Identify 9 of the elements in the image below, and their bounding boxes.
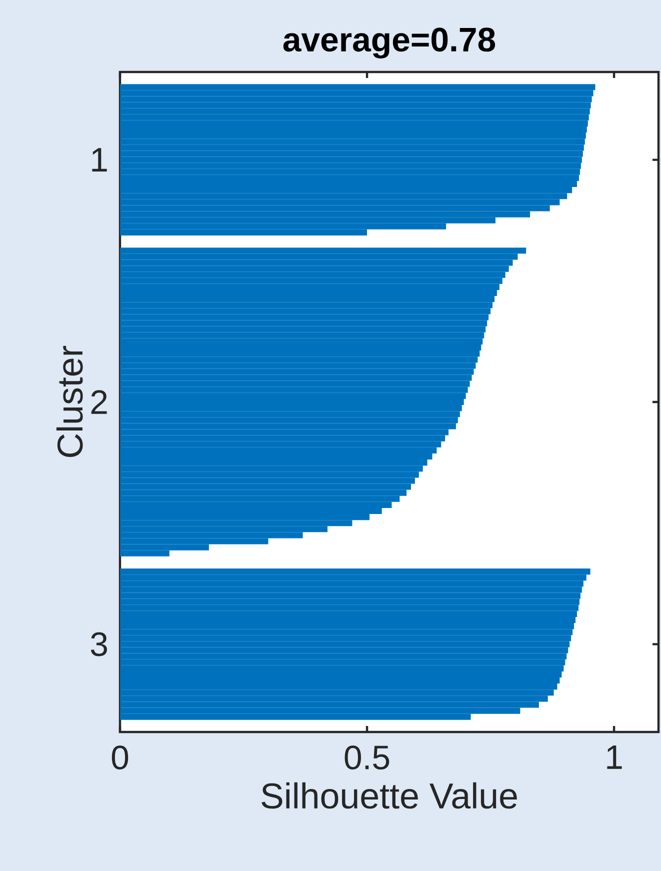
y-tick-label: 2: [91, 390, 107, 414]
y-axis-title: Cluster: [56, 346, 83, 457]
y-tick-label: 1: [92, 148, 107, 172]
chart-title: average=0.78: [283, 28, 496, 58]
y-tick-label: 3: [90, 632, 107, 656]
x-tick-label: 1: [607, 746, 622, 769]
x-axis-title: Silhouette Value: [262, 782, 517, 809]
x-tick-label: 0.5: [344, 746, 390, 770]
x-tick-label: 0: [112, 746, 128, 770]
